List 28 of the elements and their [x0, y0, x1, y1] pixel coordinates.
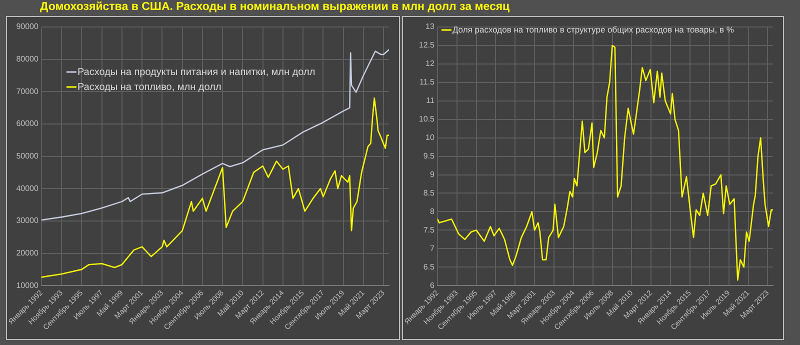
chart-title: Домохозяйства в США. Расходы в номинальном выражении в млн долл за месяц — [40, 0, 510, 15]
y-tick-label: 13 — [426, 22, 435, 32]
y-tick-label: 9.5 — [423, 152, 435, 161]
y-tick-label: 10.5 — [418, 114, 435, 124]
y-tick-label: 10 — [426, 133, 435, 142]
y-tick-label: 60000 — [16, 119, 39, 128]
legend-label: Доля расходов на топливо в структуре общих расходов на товары, в % — [452, 24, 734, 34]
y-tick-label: 40000 — [16, 184, 39, 193]
y-tick-label: 90000 — [16, 22, 39, 32]
y-tick-label: 10000 — [16, 280, 39, 290]
y-tick-label: 9 — [430, 170, 435, 179]
y-tick-label: 11.5 — [419, 78, 435, 87]
y-tick-label: 30000 — [16, 216, 39, 226]
y-tick-label: 7 — [430, 244, 435, 253]
y-tick-label: 80000 — [16, 54, 39, 64]
legend-label: Расходы на топливо, млн долл — [77, 82, 222, 93]
y-tick-label: 6.5 — [423, 262, 435, 272]
y-tick-label: 8.5 — [423, 188, 435, 198]
y-tick-label: 50000 — [16, 152, 39, 161]
y-tick-label: 70000 — [16, 86, 39, 96]
y-tick-label: 8 — [430, 206, 435, 216]
y-tick-label: 11 — [426, 96, 435, 106]
y-tick-label: 6 — [430, 280, 435, 290]
y-tick-label: 7.5 — [423, 225, 435, 234]
y-tick-label: 20000 — [16, 248, 39, 258]
y-tick-label: 12.5 — [418, 40, 435, 50]
legend-label: Расходы на продукты питания и напитки, млн долл — [77, 66, 316, 78]
y-tick-label: 12 — [426, 59, 435, 68]
